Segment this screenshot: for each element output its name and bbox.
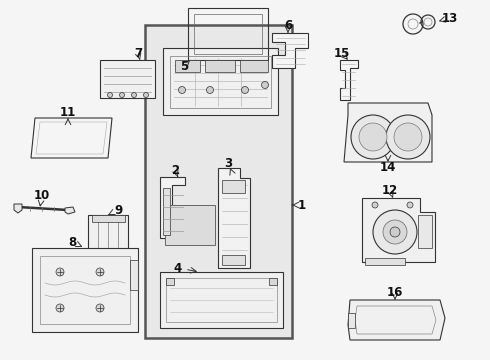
Polygon shape	[166, 278, 174, 285]
Circle shape	[96, 268, 104, 276]
Circle shape	[131, 93, 137, 98]
Text: 12: 12	[382, 184, 398, 197]
Circle shape	[56, 304, 64, 312]
Circle shape	[56, 268, 64, 276]
Polygon shape	[160, 272, 283, 328]
Text: 10: 10	[34, 189, 50, 202]
Circle shape	[359, 123, 387, 151]
Circle shape	[372, 202, 378, 208]
Circle shape	[407, 202, 413, 208]
Polygon shape	[205, 60, 235, 72]
Polygon shape	[340, 60, 358, 100]
Text: 7: 7	[134, 46, 142, 59]
Circle shape	[178, 86, 186, 94]
Polygon shape	[65, 207, 75, 214]
Text: 2: 2	[171, 163, 179, 176]
Text: 1: 1	[298, 198, 306, 212]
Bar	[145, 25, 292, 338]
Polygon shape	[240, 60, 268, 72]
Circle shape	[120, 93, 124, 98]
Polygon shape	[222, 180, 245, 193]
Polygon shape	[344, 103, 432, 162]
Polygon shape	[348, 300, 445, 340]
Polygon shape	[222, 255, 245, 265]
Polygon shape	[163, 188, 170, 235]
Circle shape	[96, 304, 104, 312]
Circle shape	[107, 93, 113, 98]
Text: 14: 14	[380, 161, 396, 174]
Polygon shape	[269, 278, 277, 285]
Circle shape	[386, 115, 430, 159]
Circle shape	[394, 123, 422, 151]
Polygon shape	[92, 215, 125, 222]
Polygon shape	[272, 33, 308, 68]
Polygon shape	[165, 205, 215, 245]
Polygon shape	[88, 215, 128, 250]
Polygon shape	[14, 204, 22, 213]
Polygon shape	[100, 60, 155, 98]
Polygon shape	[218, 168, 250, 268]
Circle shape	[262, 81, 269, 89]
Circle shape	[383, 220, 407, 244]
Circle shape	[351, 115, 395, 159]
Polygon shape	[348, 313, 355, 328]
Circle shape	[373, 210, 417, 254]
Polygon shape	[32, 248, 138, 332]
Circle shape	[144, 93, 148, 98]
Text: 4: 4	[174, 261, 182, 274]
Polygon shape	[365, 258, 405, 265]
Text: 11: 11	[60, 105, 76, 118]
Polygon shape	[160, 177, 185, 238]
Polygon shape	[130, 260, 138, 290]
Text: 9: 9	[114, 203, 122, 216]
Text: 13: 13	[442, 12, 458, 24]
Polygon shape	[362, 198, 435, 262]
Text: 8: 8	[68, 235, 76, 248]
Text: 16: 16	[387, 285, 403, 298]
Polygon shape	[175, 60, 200, 72]
Text: 5: 5	[180, 59, 188, 72]
Polygon shape	[418, 215, 432, 248]
Text: 15: 15	[334, 46, 350, 59]
Circle shape	[206, 86, 214, 94]
Text: 3: 3	[224, 157, 232, 170]
Polygon shape	[163, 48, 278, 115]
Circle shape	[390, 227, 400, 237]
Circle shape	[242, 86, 248, 94]
Text: 6: 6	[284, 18, 292, 32]
